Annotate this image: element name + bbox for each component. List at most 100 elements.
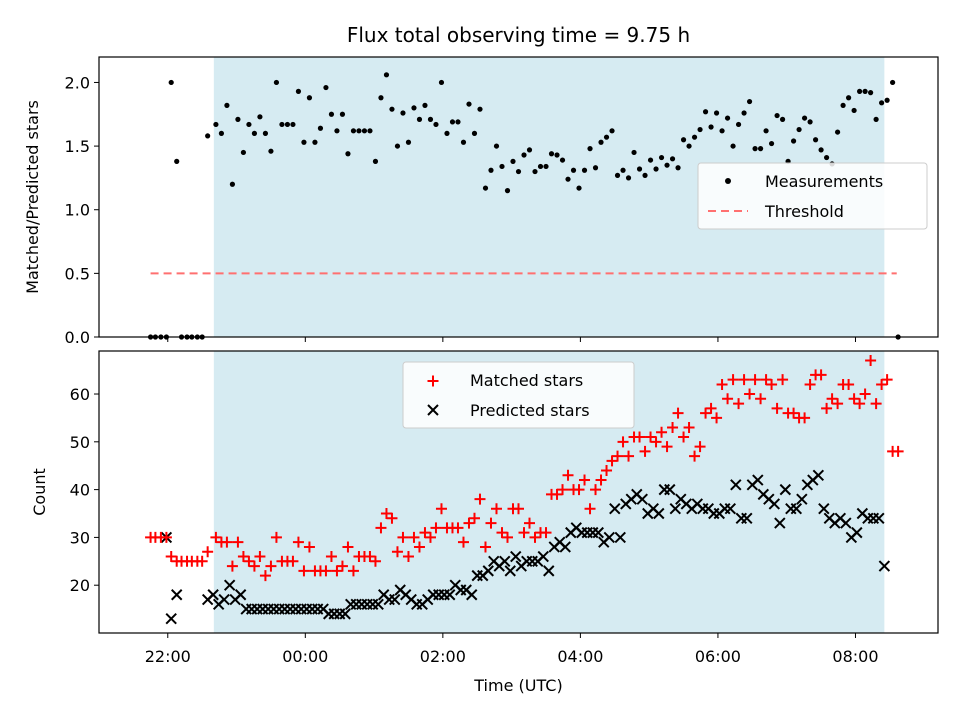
matched-stars-point	[881, 374, 893, 386]
predicted-stars-point	[234, 589, 247, 601]
matched-stars-point	[573, 484, 585, 496]
measurement-point	[411, 105, 417, 111]
measurement-point	[477, 106, 483, 112]
measurement-point	[642, 172, 648, 178]
matched-stars-point	[408, 531, 420, 543]
matched-stars-point	[419, 527, 431, 539]
measurement-point	[218, 130, 225, 136]
bottom-y-axis-label: Count	[30, 468, 49, 516]
bottom-x-ticks: 22:00 00:00 02:00 04:00 06:00 08:00	[145, 633, 879, 666]
measurement-point	[537, 163, 544, 170]
predicted-stars-point	[218, 593, 230, 606]
measurement-point	[614, 172, 621, 178]
predicted-stars-point	[482, 565, 494, 577]
predicted-stars-point	[873, 512, 885, 524]
measurement-point	[713, 110, 720, 116]
matched-stars-point	[457, 536, 469, 548]
matched-stars-point	[226, 560, 238, 572]
predicted-stars-point	[664, 483, 676, 496]
top-y-tick-label: 2.0	[65, 73, 90, 92]
measurement-point	[735, 121, 742, 128]
bottom-marks	[145, 355, 904, 625]
matched-stars-point	[490, 503, 502, 515]
matched-stars-point	[196, 555, 208, 567]
matched-stars-point	[771, 402, 783, 414]
bottom-axes-frame	[98, 350, 939, 634]
measurement-point	[746, 98, 753, 105]
matched-stars-point	[391, 546, 403, 558]
measurement-point	[251, 130, 258, 136]
measurement-point	[653, 166, 659, 172]
predicted-stars-point	[774, 517, 786, 529]
matched-stars-point	[672, 407, 684, 419]
measurement-point	[779, 116, 786, 122]
predicted-stars-point	[466, 589, 478, 601]
matched-stars-point	[375, 522, 387, 534]
matched-stars-point	[744, 388, 756, 400]
matched-stars-point	[232, 536, 244, 548]
bottom-legend-box	[402, 361, 635, 429]
measurement-point	[730, 143, 736, 149]
matched-stars-point	[595, 474, 607, 486]
predicted-stars-point	[669, 503, 682, 515]
measurement-point	[306, 95, 313, 101]
measurement-point	[708, 124, 714, 130]
matched-stars-point	[292, 536, 304, 548]
matched-stars-point	[369, 555, 381, 567]
measurement-point	[554, 152, 560, 158]
matched-stars-point	[265, 560, 277, 572]
matched-stars-point	[870, 398, 882, 410]
measurement-point	[416, 116, 423, 122]
matched-stars-point	[667, 421, 679, 433]
matched-stars-point	[298, 565, 310, 577]
top-legend-box	[697, 162, 928, 230]
matched-stars-point	[221, 536, 233, 548]
measurement-point	[438, 79, 445, 86]
measurement-point	[224, 102, 230, 108]
matched-stars-point	[815, 369, 827, 381]
measurement-point	[812, 137, 819, 143]
top-y-axis-label: Matched/Predicted stars	[23, 100, 42, 294]
matched-stars-point	[639, 445, 651, 457]
measurement-point	[884, 97, 890, 103]
matched-stars-point	[788, 407, 800, 419]
measurement-point	[587, 146, 593, 152]
x-tick-label: 22:00	[145, 647, 191, 666]
legend-cross-marker	[427, 404, 439, 416]
measurement-point	[213, 121, 219, 128]
bottom-legend: Matched stars Predicted stars	[402, 361, 635, 429]
top-axes-frame	[98, 56, 939, 338]
measurement-point	[449, 119, 456, 125]
matched-stars-point	[303, 541, 315, 553]
matched-stars-point	[485, 517, 497, 529]
matched-stars-point	[243, 555, 255, 567]
predicted-stars-point	[207, 589, 219, 601]
top-legend: Measurements Threshold	[697, 162, 928, 230]
matched-stars-point	[468, 512, 480, 524]
measurement-point	[796, 126, 802, 133]
measurement-point	[658, 154, 665, 161]
measurement-point	[719, 128, 725, 134]
measurement-point	[664, 162, 670, 168]
measurement-point	[405, 139, 412, 145]
measurement-point	[702, 109, 709, 115]
predicted-stars-point	[592, 526, 604, 539]
measurement-point	[378, 95, 384, 101]
matched-stars-point	[661, 441, 673, 453]
matched-stars-point	[612, 450, 624, 462]
measurement-point	[697, 126, 703, 133]
measurement-point	[741, 110, 747, 116]
measurement-point	[532, 168, 538, 175]
predicted-stars-point	[171, 589, 183, 601]
predicted-stars-point	[851, 526, 863, 539]
matched-stars-point	[325, 551, 337, 563]
matched-stars-point	[859, 388, 871, 400]
matched-stars-point	[804, 378, 816, 390]
matched-stars-point	[424, 531, 436, 543]
top-y-tick-label: 1.5	[65, 137, 90, 156]
measurement-point	[757, 146, 764, 152]
x-axis-label: Time (UTC)	[473, 676, 562, 695]
x-tick-label: 06:00	[695, 647, 741, 666]
measurement-point	[647, 157, 654, 163]
predicted-stars-point	[653, 507, 665, 520]
